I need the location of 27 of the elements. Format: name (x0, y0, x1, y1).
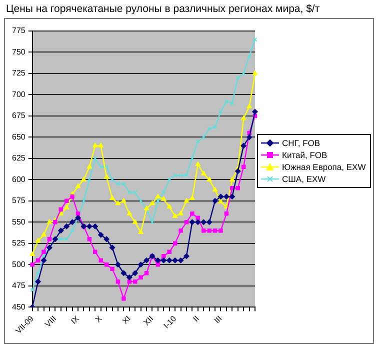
x-tick-label: VIII (43, 314, 58, 329)
y-tick-label: 650 (12, 132, 26, 142)
y-tick-label: 525 (12, 238, 26, 248)
x-tick-label: I-10 (162, 314, 178, 330)
y-tick-label: 600 (12, 174, 26, 184)
x-tick-label: XII (142, 314, 156, 328)
y-tick-label: 575 (12, 196, 26, 206)
legend-label: США, EXW (282, 173, 326, 186)
y-tick-label: 550 (12, 217, 26, 226)
x-tick-label: IX (69, 314, 82, 326)
y-tick-label: 725 (12, 68, 26, 78)
y-tick-label: 625 (12, 154, 26, 163)
y-tick-label: 775 (12, 26, 26, 36)
y-tick-label: 500 (12, 260, 26, 269)
chart-title: Цены на горячекатаные рулоны в различных регионах мира, $/т (6, 3, 320, 15)
x-tick-label: X (94, 314, 104, 324)
legend-label: Южная Европа, EXW (282, 161, 366, 174)
x-tick-label: III (212, 314, 224, 326)
legend-label: Китай, FOB (282, 149, 328, 162)
y-tick-label: 450 (12, 302, 26, 312)
y-tick-label: 475 (12, 281, 26, 290)
y-tick-label: 675 (12, 111, 26, 120)
x-tick-label: II (191, 314, 201, 324)
x-tick-label: XI (120, 314, 132, 326)
y-tick-label: 700 (12, 90, 26, 99)
legend-label: СНГ, FOB (282, 137, 320, 150)
y-tick-label: 750 (12, 47, 26, 56)
